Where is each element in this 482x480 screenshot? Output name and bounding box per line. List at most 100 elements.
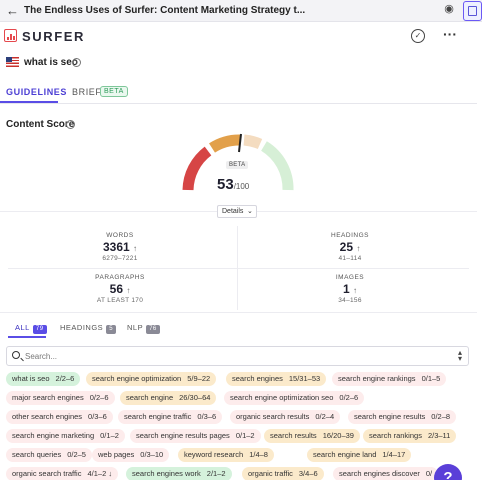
term-row: what is seo 2/2–6 search engine optimizati…: [6, 372, 476, 391]
term-chip[interactable]: what is seo 2/2–6: [6, 372, 81, 386]
term-name: search engine optimization: [92, 374, 182, 383]
term-chip[interactable]: search engine optimization seo 0/2–6: [224, 391, 365, 405]
term-chip[interactable]: organic traffic 3/4–6: [242, 467, 324, 480]
term-name: search engine traffic: [124, 412, 192, 421]
search-input[interactable]: [25, 350, 445, 362]
term-name: search engine results pages: [136, 431, 230, 440]
term-name: search engines: [232, 374, 283, 383]
term-chip[interactable]: major search engines 0/2–6: [6, 391, 115, 405]
term-name: search engines discover: [339, 469, 420, 478]
term-name: organic search results: [236, 412, 310, 421]
main-tabs: GUIDELINES BRIEF BETA: [0, 82, 477, 104]
filter-tab-nlp[interactable]: NLP 76: [127, 323, 160, 334]
term-count: 26/30–64: [179, 393, 211, 402]
check-circle-icon[interactable]: ✓: [411, 29, 425, 43]
filter-tab-all[interactable]: ALL 79: [15, 323, 47, 334]
term-count: 15/31–53: [288, 374, 321, 383]
images-value: 1: [342, 282, 350, 296]
tab-brief[interactable]: BRIEF: [72, 87, 102, 97]
browser-topbar: ← The Endless Uses of Surfer: Content Ma…: [0, 0, 482, 22]
headings-arrow-icon: ↑: [356, 244, 361, 253]
term-name: search engine marketing: [12, 431, 95, 440]
term-name: search engine optimization seo: [230, 393, 334, 402]
images-arrow-icon: ↑: [353, 286, 358, 295]
keyword-bar: what is seo i: [0, 52, 477, 76]
gauge-segment-orange: [209, 134, 241, 153]
term-chip[interactable]: search engine results 0/2–8: [348, 410, 457, 424]
filter-active-indicator: [8, 336, 46, 338]
term-chip[interactable]: search engines work 2/1–2: [126, 467, 232, 480]
term-chips: what is seo 2/2–6 search engine optimizati…: [6, 372, 476, 480]
back-arrow-icon[interactable]: ←: [6, 3, 19, 18]
term-chip[interactable]: search engines 15/31–53: [226, 372, 327, 386]
term-name: search engine land: [313, 450, 377, 459]
term-count: 1/4–8: [249, 450, 268, 459]
term-count: 0/3–6: [88, 412, 107, 421]
content-score-info-icon[interactable]: i: [66, 120, 75, 129]
term-chip[interactable]: search engine results pages 0/1–2: [130, 429, 261, 443]
stats-divider: [8, 268, 469, 269]
term-chip[interactable]: search engines discover 0/: [333, 467, 439, 480]
window-title: The Endless Uses of Surfer: Content Mark…: [24, 5, 306, 16]
term-chip[interactable]: other search engines 0/3–6: [6, 410, 113, 424]
chevron-down-icon: ⌄: [247, 208, 253, 215]
term-count: 0/1–2: [235, 431, 255, 440]
term-chip[interactable]: organic search traffic 4/1–2 ↓: [6, 467, 119, 480]
term-chip[interactable]: search engine 26/30–64: [120, 391, 217, 405]
term-name: search results: [270, 431, 317, 440]
term-filter-tabs: ALL 79 HEADINGS 5 NLP 76: [0, 320, 477, 338]
filter-nlp-label: NLP: [127, 323, 144, 332]
term-name: search queries: [12, 450, 62, 459]
term-name: search engine results: [354, 412, 426, 421]
gauge-segment-light-orange: [243, 134, 263, 150]
term-count: 5/9–22: [187, 374, 211, 383]
filter-tab-headings[interactable]: HEADINGS 5: [60, 323, 117, 334]
term-chip[interactable]: search engine optimization 5/9–22: [86, 372, 217, 386]
term-chip[interactable]: search engine rankings 0/1–5: [332, 372, 447, 386]
info-icon[interactable]: i: [72, 58, 81, 67]
images-range: 34–156: [338, 297, 362, 304]
stats-vertical-divider: [237, 226, 238, 310]
term-count: 0/1–2: [100, 431, 119, 440]
term-chip[interactable]: search rankings 2/3–11: [363, 429, 457, 443]
words-value: 3361: [102, 240, 130, 254]
term-chip[interactable]: search engine marketing 0/1–2: [6, 429, 125, 443]
term-name: organic traffic: [248, 469, 293, 478]
term-row: search engine marketing 0/1–2 search engin…: [6, 429, 476, 448]
headings-range: 41–114: [338, 255, 362, 262]
words-label: WORDS: [106, 232, 134, 239]
term-name: what is seo: [12, 374, 50, 383]
term-chip[interactable]: web pages 0/3–10: [92, 448, 170, 462]
score-max: /100: [233, 182, 250, 191]
brief-beta-badge: BETA: [100, 86, 128, 97]
term-name: web pages: [98, 450, 135, 459]
term-chip[interactable]: keyword research 1/4–8: [178, 448, 274, 462]
us-flag-icon: [6, 57, 19, 67]
term-count: 2/1–2: [206, 469, 226, 478]
term-count: 0/2–4: [315, 412, 335, 421]
sort-icon[interactable]: ▴ ▾: [458, 348, 463, 363]
term-name: search rankings: [369, 431, 422, 440]
term-row: other search engines 0/3–6 search engine t…: [6, 410, 476, 429]
term-chip[interactable]: search engine land 1/4–17: [307, 448, 412, 462]
term-chip[interactable]: search queries 0/2–5: [6, 448, 92, 462]
term-name: organic search traffic: [12, 469, 82, 478]
term-name: search engine: [126, 393, 174, 402]
brand-bar: SURFER ✓ ···: [0, 22, 477, 50]
term-count: 0/2–6: [89, 393, 109, 402]
filter-all-count: 79: [32, 325, 47, 334]
term-count: 1/4–17: [382, 450, 406, 459]
term-chip[interactable]: search engine traffic 0/3–6: [118, 410, 223, 424]
side-panel-icon[interactable]: [463, 1, 482, 21]
details-dropdown[interactable]: Details ⌄: [217, 205, 257, 218]
term-chip[interactable]: search results 16/20–39: [264, 429, 360, 443]
eye-icon[interactable]: ◉: [444, 3, 454, 15]
term-name: keyword research: [184, 450, 244, 459]
term-name: other search engines: [12, 412, 83, 421]
more-options-icon[interactable]: ···: [443, 26, 457, 42]
term-chip[interactable]: organic search results 0/2–4: [230, 410, 341, 424]
content-score-value: 53/100: [217, 176, 249, 193]
term-name: search engine rankings: [338, 374, 416, 383]
help-button[interactable]: ?: [434, 464, 462, 480]
tab-guidelines[interactable]: GUIDELINES: [6, 87, 68, 97]
